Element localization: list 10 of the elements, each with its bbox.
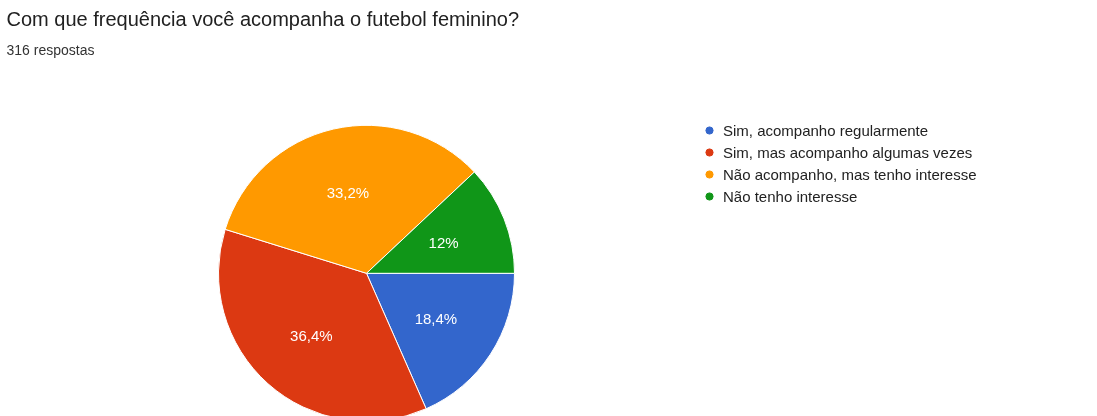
legend-label: Sim, acompanho regularmente	[723, 120, 929, 140]
legend-label: Não acompanho, mas tenho interesse	[723, 164, 977, 184]
data-label: 33,2%	[326, 184, 370, 202]
legend-label: Sim, mas acompanho algumas vezes	[723, 142, 973, 162]
data-label: 12%	[428, 234, 459, 252]
data-label: 36,4%	[290, 326, 333, 344]
data-label: 18,4%	[414, 310, 458, 328]
legend-label: Não tenho interesse	[723, 186, 858, 206]
text: 316 respostas	[6, 41, 95, 58]
chart-title: Com que frequência você acompanha o futebol feminino?	[6, 7, 520, 30]
